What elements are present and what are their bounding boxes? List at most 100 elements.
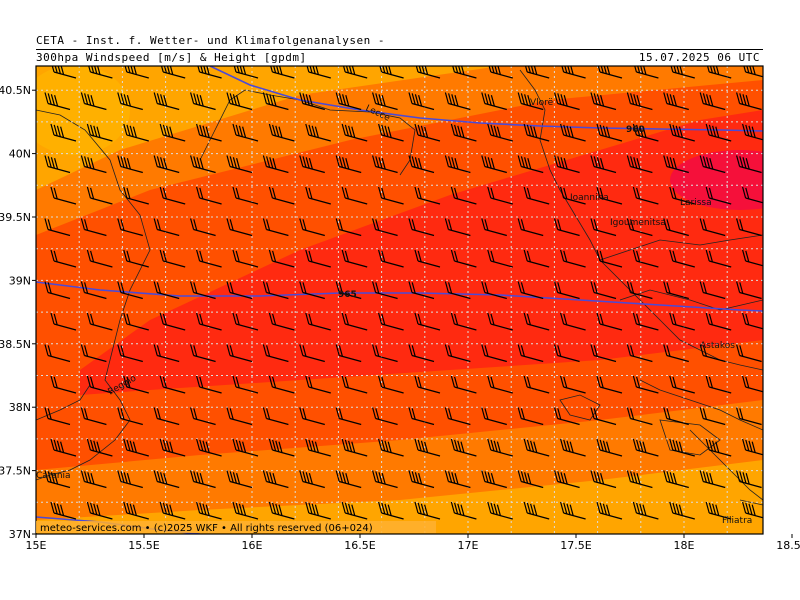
wind-barb bbox=[268, 438, 295, 457]
wind-barb bbox=[197, 66, 222, 79]
wind-barb bbox=[153, 155, 180, 174]
wind-barb bbox=[190, 281, 216, 300]
wind-barb bbox=[444, 218, 471, 237]
wind-barb bbox=[705, 249, 732, 268]
wind-barbs bbox=[44, 66, 763, 520]
wind-barb bbox=[117, 281, 143, 300]
wind-barb bbox=[196, 249, 222, 268]
y-tick-label: 37N bbox=[9, 528, 31, 541]
wind-barb bbox=[153, 344, 180, 363]
x-tick-label: 15E bbox=[26, 539, 47, 552]
wind-barb bbox=[86, 375, 113, 394]
wind-barb bbox=[699, 470, 726, 489]
wind-barb bbox=[663, 218, 689, 237]
wind-barb bbox=[590, 281, 617, 300]
wind-barb bbox=[153, 407, 180, 426]
header-divider bbox=[36, 49, 763, 50]
wind-barb bbox=[299, 407, 325, 426]
wind-barb bbox=[596, 501, 623, 520]
wind-barb bbox=[736, 407, 762, 426]
wind-barb bbox=[554, 407, 580, 426]
wind-barb bbox=[487, 249, 513, 268]
wind-barb bbox=[632, 123, 659, 142]
wind-barb bbox=[88, 66, 113, 79]
wind-barb bbox=[226, 92, 253, 111]
wind-barb bbox=[226, 344, 253, 363]
wind-barb bbox=[44, 92, 71, 111]
x-tick-label: 15.5E bbox=[128, 539, 159, 552]
wind-barb bbox=[742, 375, 763, 393]
wind-barb bbox=[736, 155, 762, 174]
wind-barb bbox=[408, 218, 435, 237]
city-label-filiatra: Filiatra bbox=[722, 516, 752, 526]
wind-barb bbox=[669, 375, 695, 394]
wind-barb bbox=[335, 344, 362, 363]
wind-barb bbox=[554, 92, 580, 111]
wind-barb bbox=[159, 501, 186, 520]
wind-barb bbox=[117, 344, 143, 363]
wind-barb bbox=[523, 312, 550, 331]
wind-barb bbox=[488, 66, 513, 79]
wind-barb bbox=[408, 470, 435, 489]
wind-barb bbox=[341, 312, 368, 331]
wind-barb bbox=[736, 92, 762, 111]
footer-credit-bg bbox=[36, 521, 436, 533]
wind-barb bbox=[117, 407, 143, 426]
wind-barb bbox=[50, 501, 77, 520]
wind-barb bbox=[742, 123, 763, 141]
wind-barb bbox=[378, 312, 404, 331]
wind-barb bbox=[190, 407, 216, 426]
wind-barb bbox=[190, 92, 216, 111]
wind-barb bbox=[232, 123, 259, 142]
wind-barb bbox=[117, 92, 143, 111]
wind-barb bbox=[699, 155, 726, 174]
wind-barb bbox=[444, 344, 471, 363]
wind-barb bbox=[80, 470, 107, 489]
wind-barb bbox=[523, 123, 550, 142]
wind-barb bbox=[705, 375, 732, 394]
wind-barb bbox=[517, 407, 544, 426]
city-label-astakos: Astakos bbox=[700, 341, 735, 351]
wind-barb bbox=[450, 186, 477, 205]
wind-barb bbox=[159, 186, 186, 205]
wind-barb bbox=[517, 218, 544, 237]
wind-barb bbox=[560, 375, 586, 394]
wind-barb bbox=[268, 249, 295, 268]
wind-barb bbox=[268, 186, 295, 205]
wind-barb bbox=[663, 92, 689, 111]
wind-barb bbox=[262, 344, 289, 363]
wind-barb bbox=[626, 218, 653, 237]
wind-barb bbox=[159, 375, 186, 394]
wind-barb bbox=[481, 92, 507, 111]
wind-barb bbox=[305, 501, 331, 520]
wind-barb bbox=[117, 218, 143, 237]
wind-barb bbox=[268, 375, 295, 394]
wind-barb bbox=[736, 344, 762, 363]
map-area bbox=[36, 66, 763, 534]
wind-barb bbox=[299, 155, 325, 174]
wind-barb bbox=[560, 186, 586, 205]
wind-barb bbox=[44, 344, 71, 363]
wind-barb bbox=[742, 438, 763, 456]
wind-barb bbox=[517, 281, 544, 300]
wind-barb bbox=[736, 470, 762, 489]
wind-barb bbox=[481, 155, 507, 174]
wind-barb bbox=[450, 249, 477, 268]
wind-barb bbox=[487, 312, 513, 331]
wind-barb bbox=[305, 186, 331, 205]
wind-barb bbox=[705, 501, 732, 520]
header-subtitle: 300hpa Windspeed [m/s] & Height [gpdm] bbox=[36, 51, 307, 64]
wind-barb bbox=[408, 407, 435, 426]
wind-barb bbox=[523, 249, 550, 268]
wind-barb bbox=[123, 186, 149, 205]
wind-barb bbox=[590, 344, 617, 363]
wind-barb bbox=[699, 92, 726, 111]
wind-barb bbox=[414, 438, 441, 457]
wind-barb bbox=[560, 438, 586, 457]
wind-barb bbox=[190, 344, 216, 363]
city-label-ioannina: Ioannina bbox=[570, 193, 609, 203]
wind-barb bbox=[560, 123, 586, 142]
wind-barb bbox=[699, 218, 726, 237]
wind-barb bbox=[632, 186, 659, 205]
wind-barb bbox=[632, 312, 659, 331]
